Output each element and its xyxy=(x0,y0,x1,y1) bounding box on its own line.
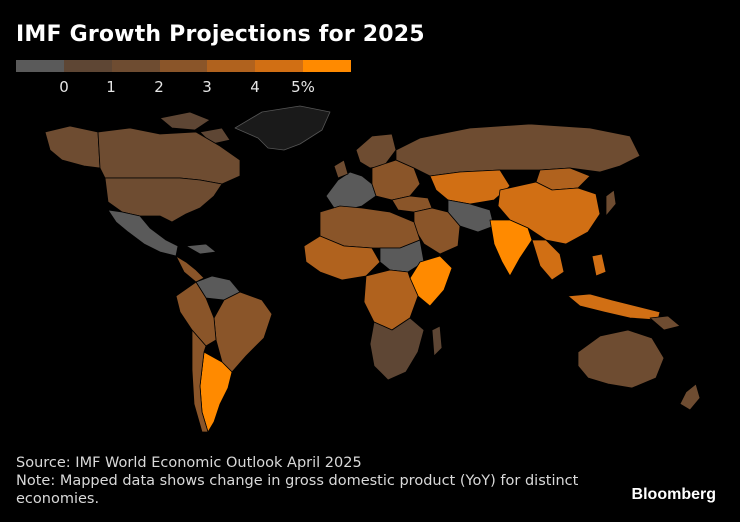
legend-swatch-3 xyxy=(111,60,160,72)
region-philippines xyxy=(591,253,607,277)
region-india xyxy=(489,219,533,277)
region-central-asia xyxy=(429,169,511,205)
region-central-africa xyxy=(363,269,419,331)
region-arctic-islands xyxy=(159,111,211,131)
region-japan xyxy=(605,189,617,217)
region-caribbean xyxy=(185,243,217,255)
legend-tick-4: 4 xyxy=(250,78,260,96)
region-new-zealand xyxy=(679,383,701,411)
legend-swatch-1 xyxy=(16,60,64,72)
region-png xyxy=(649,315,681,331)
note-text: Note: Mapped data shows change in gross … xyxy=(16,473,579,507)
region-chile xyxy=(191,329,209,433)
legend-swatch-5 xyxy=(207,60,256,72)
region-uk xyxy=(333,159,349,179)
legend-swatch-4 xyxy=(159,60,208,72)
region-southeast-asia xyxy=(531,239,565,281)
region-iran xyxy=(447,199,495,233)
legend-tick-3: 3 xyxy=(202,78,212,96)
region-north-africa xyxy=(319,205,421,249)
legend-tick-1: 1 xyxy=(106,78,116,96)
legend-swatch-7 xyxy=(303,60,352,72)
legend-swatch-6 xyxy=(255,60,304,72)
color-legend xyxy=(16,60,352,72)
region-indonesia xyxy=(567,293,661,321)
bloomberg-logo: Bloomberg xyxy=(631,486,716,503)
region-andes xyxy=(175,281,217,347)
region-greenland xyxy=(234,105,331,151)
region-alaska xyxy=(44,125,101,169)
region-brazil xyxy=(213,291,273,373)
legend-ticks: 0 1 2 3 4 5% xyxy=(16,78,351,98)
footer-notes: Source: IMF World Economic Outlook April… xyxy=(16,454,616,508)
legend-tick-2: 2 xyxy=(154,78,164,96)
legend-tick-5: 5% xyxy=(291,78,315,96)
region-mexico xyxy=(107,209,179,257)
legend-swatch-2 xyxy=(63,60,112,72)
region-madagascar xyxy=(431,325,443,357)
region-sahel xyxy=(379,239,425,273)
legend-tick-0: 0 xyxy=(59,78,69,96)
region-australia xyxy=(577,329,665,389)
chart-title: IMF Growth Projections for 2025 xyxy=(16,22,425,47)
region-scandinavia xyxy=(355,133,397,169)
region-western-europe xyxy=(325,171,377,211)
region-central-america xyxy=(175,255,205,283)
region-west-africa xyxy=(303,235,381,281)
world-map xyxy=(44,105,701,433)
source-text: Source: IMF World Economic Outlook April… xyxy=(16,455,362,471)
region-southern-africa xyxy=(369,317,425,381)
region-russia xyxy=(395,123,641,177)
